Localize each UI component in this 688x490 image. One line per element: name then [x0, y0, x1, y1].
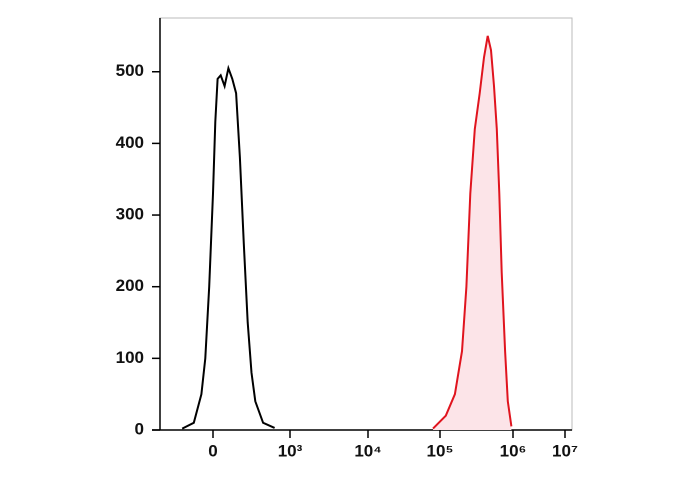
- x-tick-label: 10⁶: [500, 441, 527, 460]
- x-tick-label: 10⁴: [354, 441, 381, 460]
- y-tick-label: 400: [116, 133, 144, 152]
- y-tick-label: 300: [116, 205, 144, 224]
- series-area: [433, 35, 512, 431]
- y-tick-label: 200: [116, 276, 144, 295]
- series-line: [432, 35, 513, 430]
- x-tick-label: 10⁷: [552, 441, 578, 460]
- y-tick-label: 100: [116, 348, 144, 367]
- series-line: [181, 64, 276, 430]
- x-tick-label: 10⁵: [427, 441, 454, 460]
- x-tick-label: 10³: [278, 441, 303, 460]
- y-tick-label: 500: [116, 61, 144, 80]
- y-tick-label: 0: [135, 419, 144, 438]
- x-tick-label: 0: [208, 441, 217, 460]
